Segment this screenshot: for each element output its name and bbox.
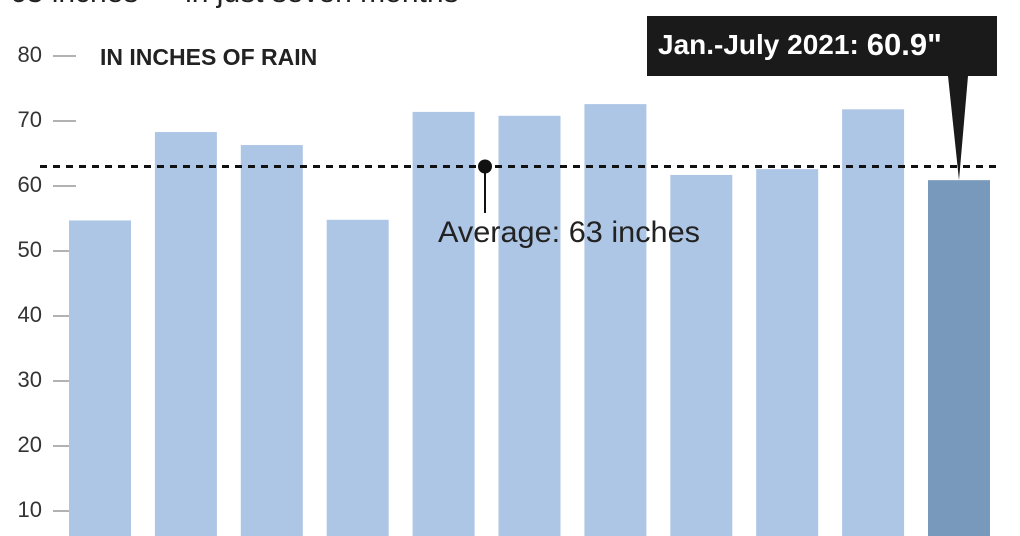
bar: [842, 109, 905, 536]
value-label: 60.9": [867, 27, 942, 62]
y-tick-label: 80: [18, 42, 42, 67]
bar: [69, 220, 131, 536]
callout-text: Jan.-July 2021: 60.9": [658, 27, 942, 62]
y-tick-label: 20: [18, 432, 42, 457]
chart-title: 63 inches — in just seven months: [10, 0, 459, 9]
callout-label: Jan.-July 2021:: [658, 29, 859, 60]
bar: [756, 169, 819, 536]
y-tick-label: 30: [18, 367, 42, 392]
y-tick-label: 70: [18, 107, 42, 132]
bar: [498, 115, 561, 536]
bar: [584, 104, 647, 536]
axis-unit-label: IN INCHES OF RAIN: [100, 44, 317, 70]
average-dot: [478, 159, 492, 174]
y-tick-label: 40: [18, 302, 42, 327]
bar: [240, 145, 303, 536]
y-tick-label: 50: [18, 237, 42, 262]
callout-box: [647, 16, 997, 181]
bar: [412, 111, 475, 536]
bar: [928, 180, 990, 536]
y-tick-label: 10: [18, 497, 42, 522]
y-tick-label: 60: [18, 172, 42, 197]
average-label: Average: 63 inches: [438, 216, 700, 249]
bar: [154, 132, 217, 536]
bar: [670, 174, 733, 536]
bar: [326, 219, 389, 536]
